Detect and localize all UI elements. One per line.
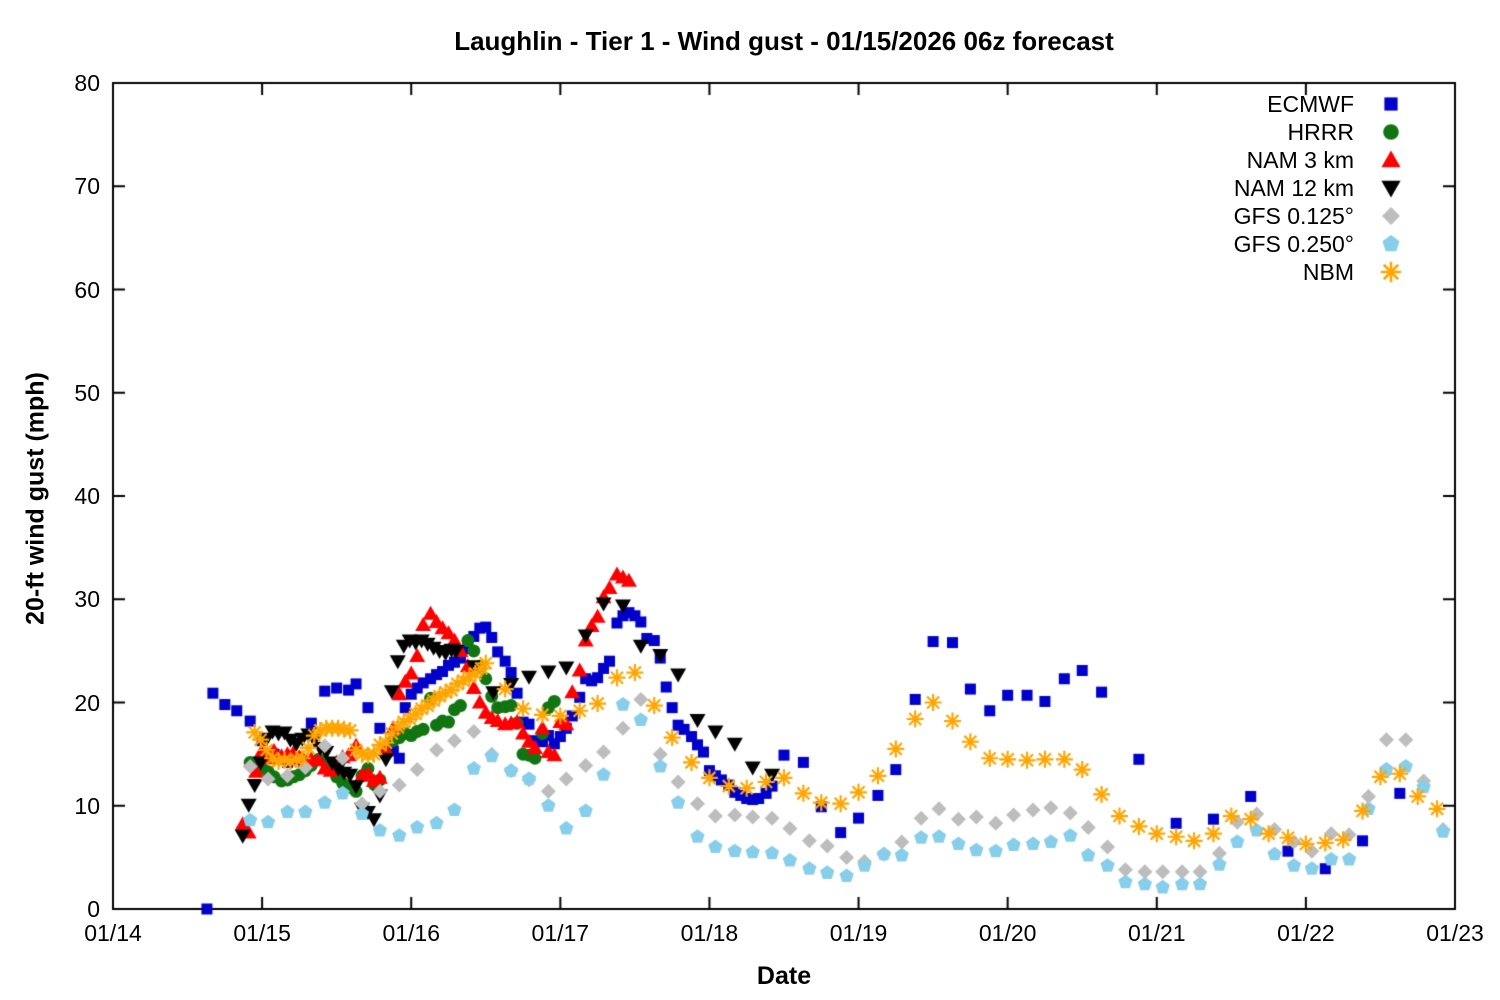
asterisk-marker-icon [1378, 259, 1404, 285]
y-tick-label: 0 [87, 896, 100, 922]
legend-label: GFS 0.125° [1233, 202, 1354, 229]
legend-item-nam-12km: NAM 12 km [1234, 174, 1404, 202]
y-tick-label: 10 [74, 792, 100, 819]
legend-label: NBM [1302, 258, 1354, 285]
x-tick-label: 01/23 [1426, 920, 1484, 946]
x-tick-label: 01/21 [1127, 920, 1186, 946]
y-tick-label: 30 [74, 586, 100, 613]
x-tick-label: 01/22 [1277, 920, 1335, 946]
x-tick-label: 01/19 [829, 920, 888, 946]
x-tick-label: 01/16 [382, 920, 440, 946]
legend-item-gfs-0250: GFS 0.250° [1234, 230, 1404, 258]
x-tick-label: 01/15 [233, 920, 291, 946]
x-axis-label: Date [756, 962, 812, 990]
x-tick-label: 01/17 [531, 920, 590, 946]
legend-label: NAM 3 km [1246, 146, 1354, 173]
square-marker-icon [1378, 91, 1404, 117]
y-tick-label: 20 [74, 689, 100, 716]
x-tick-label: 01/20 [978, 920, 1037, 946]
legend-item-ecmwf: ECMWF [1234, 90, 1404, 118]
triangle-down-marker-icon [1378, 175, 1404, 201]
circle-marker-icon [1378, 119, 1404, 145]
x-tick-label: 01/18 [680, 920, 739, 946]
y-tick-label: 60 [74, 276, 100, 303]
pentagon-marker-icon [1378, 231, 1404, 257]
legend-item-hrrr: HRRR [1234, 118, 1404, 146]
y-tick-label: 70 [74, 173, 100, 200]
chart-title: Laughlin - Tier 1 - Wind gust - 01/15/20… [454, 26, 1114, 56]
legend-item-nbm: NBM [1234, 258, 1404, 286]
y-tick-label: 50 [74, 379, 100, 406]
diamond-marker-icon [1378, 203, 1404, 229]
legend: ECMWF HRRR NAM 3 km NAM 12 km GFS 0.125°… [1234, 90, 1404, 286]
legend-label: NAM 12 km [1233, 174, 1354, 201]
x-tick-label: 01/14 [84, 920, 142, 946]
legend-label: HRRR [1287, 118, 1354, 145]
y-tick-label: 80 [74, 70, 100, 96]
legend-label: ECMWF [1267, 90, 1354, 117]
triangle-up-marker-icon [1378, 147, 1404, 173]
legend-label: GFS 0.250° [1233, 230, 1354, 257]
legend-item-nam-3km: NAM 3 km [1234, 146, 1404, 174]
y-tick-label: 40 [74, 483, 100, 509]
legend-item-gfs-0125: GFS 0.125° [1234, 202, 1404, 230]
